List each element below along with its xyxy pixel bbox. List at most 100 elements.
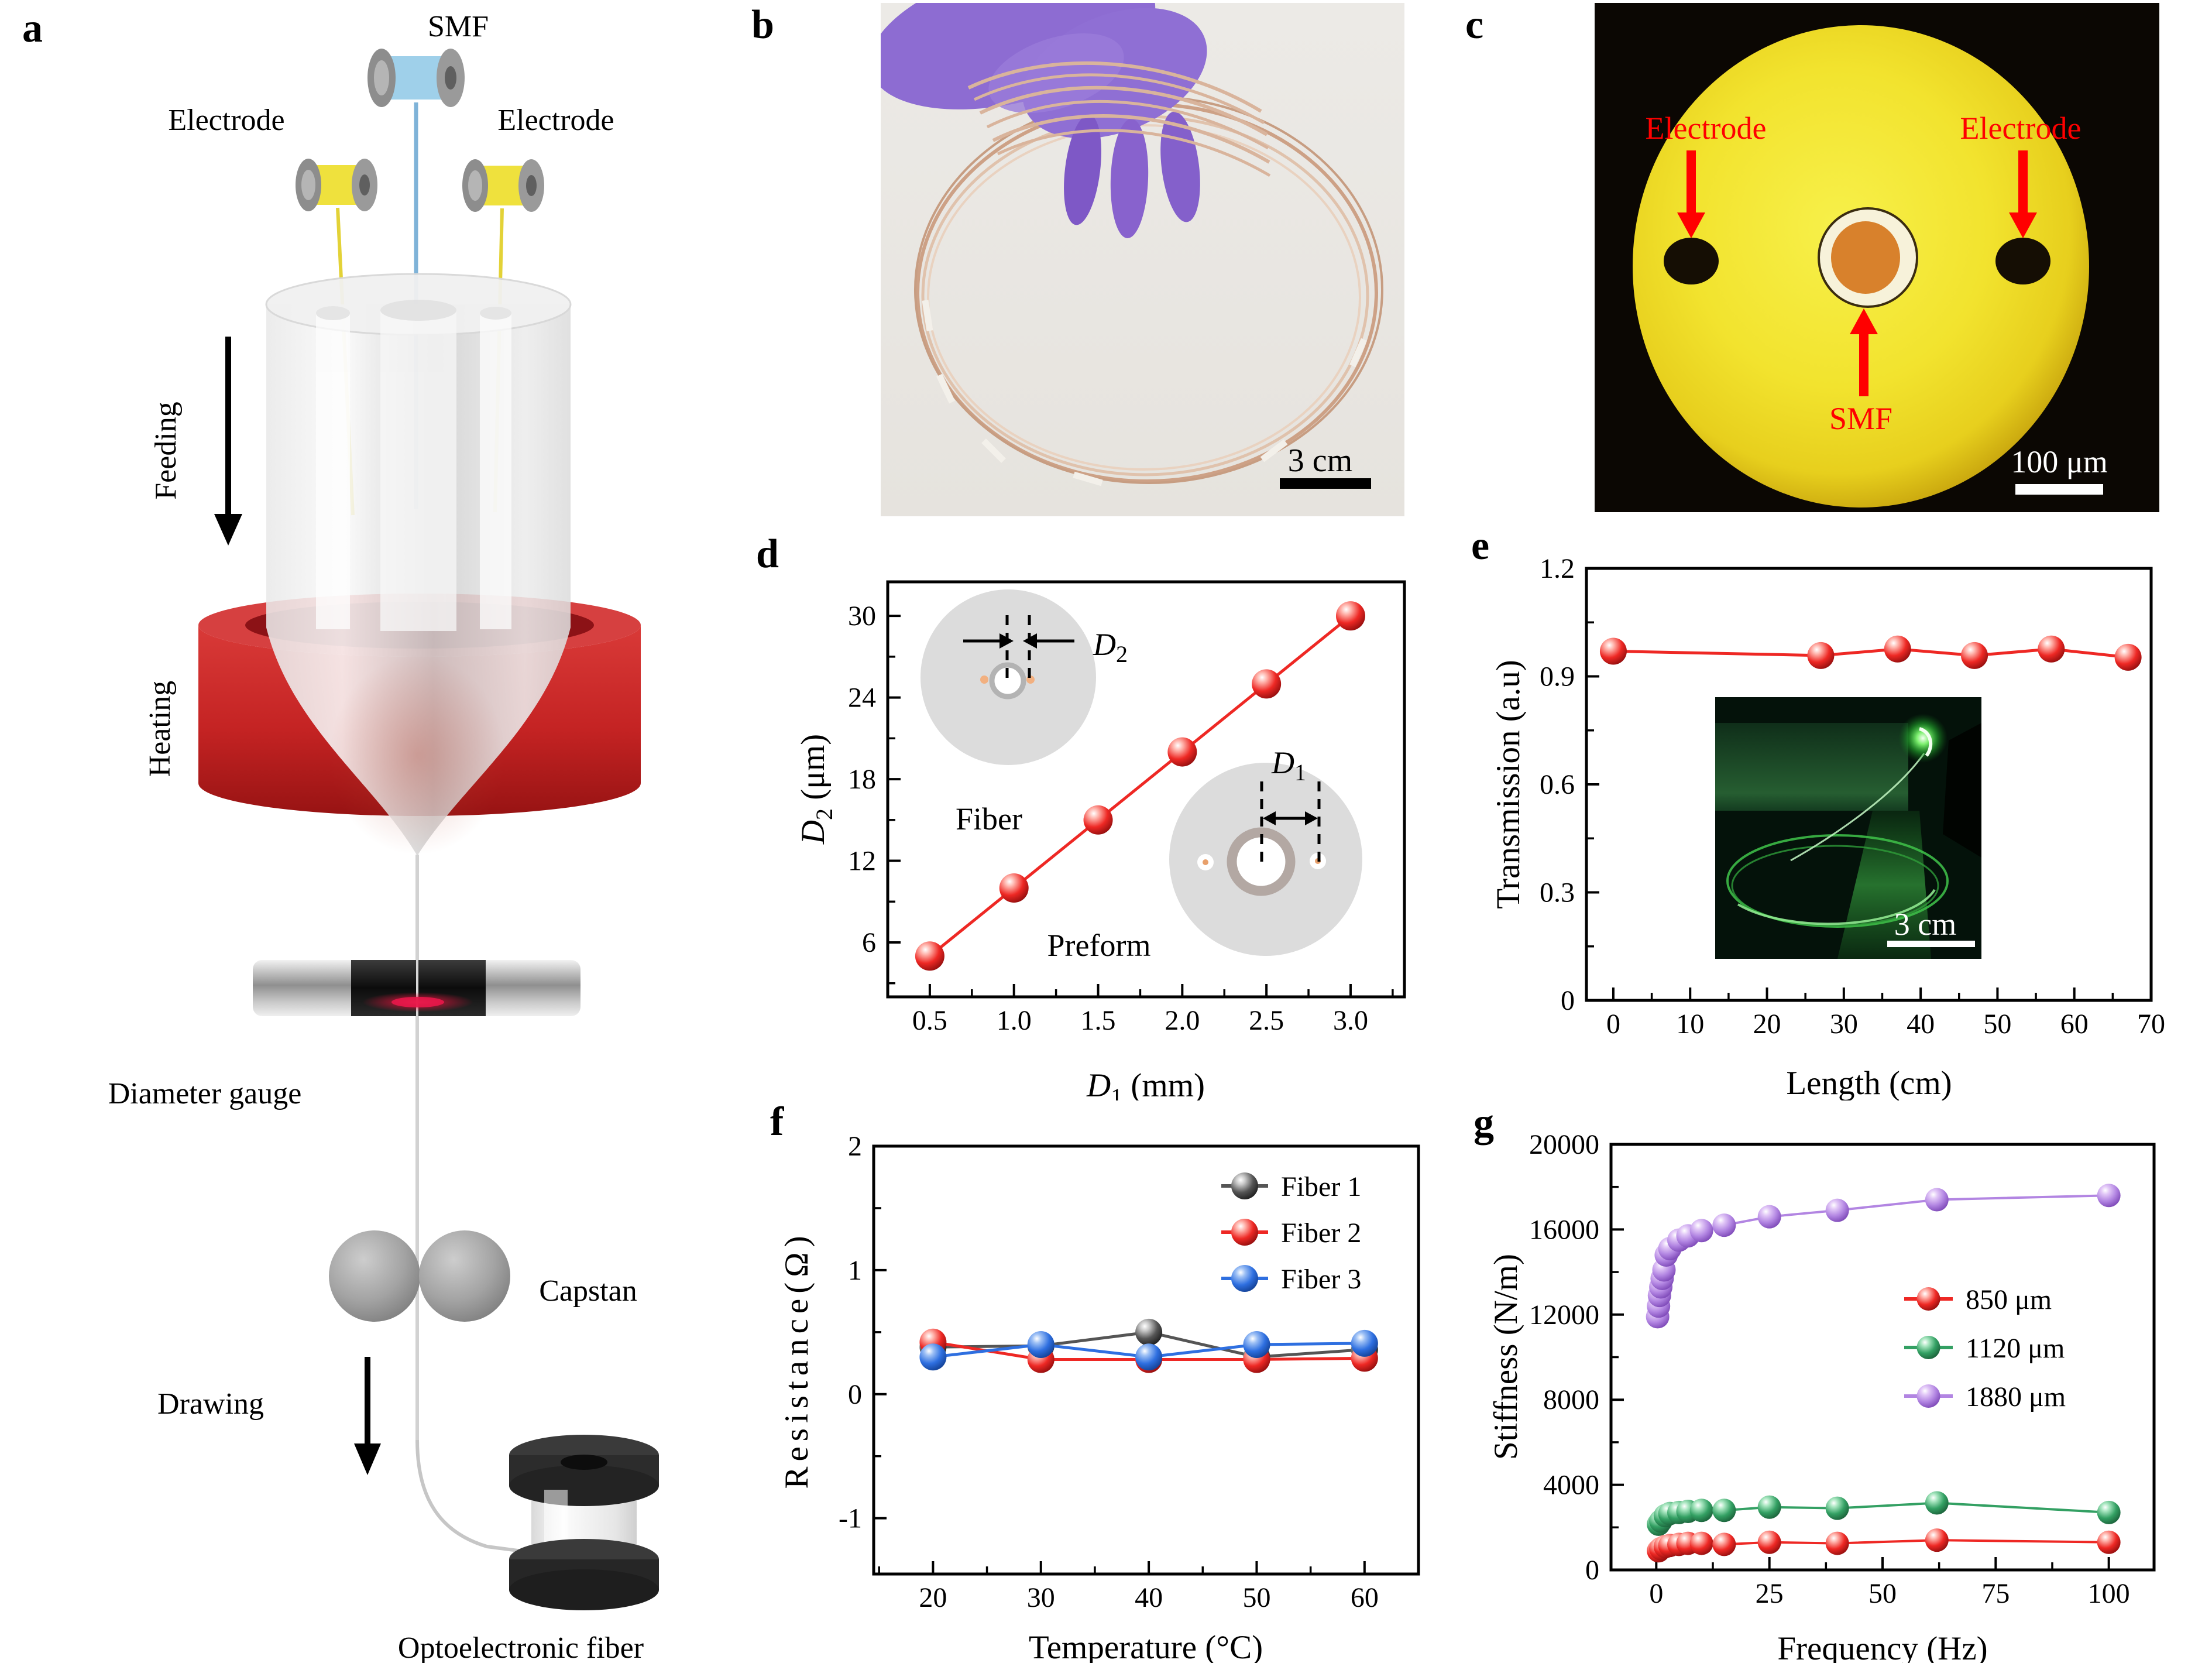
- chart-d-xtick: 1.5: [1081, 1005, 1116, 1036]
- chart-g-ytick: 20000: [1529, 1129, 1599, 1160]
- chart-g-xtick: 75: [1981, 1578, 2010, 1609]
- legend-label: 1880 μm: [1966, 1381, 2066, 1412]
- chart-f-xtick: 60: [1351, 1582, 1379, 1613]
- data-point-1120-μm: [1925, 1491, 1949, 1515]
- data-point-850-μm: [1925, 1528, 1949, 1552]
- chart-f-ytick: -1: [839, 1503, 862, 1534]
- legend-label: Fiber 1: [1281, 1171, 1361, 1202]
- legend-marker: [1916, 1336, 1940, 1359]
- capstan-label: Capstan: [539, 1274, 637, 1308]
- chart-e-ytick: 0: [1561, 985, 1575, 1016]
- preform-inset: D1 Preform: [1047, 745, 1362, 963]
- chart-f: Temperature (°C) Resistance(Ω) 20 30 40 50 6…: [778, 1131, 1420, 1663]
- electrode-hole-right: [1995, 238, 2050, 284]
- electrode-right-label: Electrode: [497, 104, 614, 137]
- data-point-1880-μm: [2097, 1184, 2121, 1208]
- data-point-Fiber-3: [1351, 1329, 1378, 1357]
- smf-label: SMF: [428, 10, 489, 43]
- laser-photo-inset: 3 cm: [1715, 697, 1981, 959]
- chart-g: Frequency (Hz) Stiffness (N/m) 0 25 50 75 10…: [1488, 1129, 2156, 1663]
- heating-label: Heating: [143, 681, 177, 777]
- data-point-850-μm: [1757, 1530, 1781, 1554]
- smf-arrow: [1850, 308, 1878, 396]
- inset-scale-bar: [1887, 941, 1975, 947]
- diameter-gauge: [253, 960, 581, 1016]
- panel-a-diagram: SMF Electrode Electrode Feeding Heating …: [108, 10, 659, 1663]
- scale-bar: [1280, 478, 1371, 489]
- coil-tape-marks: [922, 300, 1368, 486]
- data-point-Fiber-3: [1027, 1331, 1055, 1359]
- fiber-bundle-over-glove: [967, 61, 1271, 177]
- chart-g-ytick: 12000: [1529, 1299, 1599, 1331]
- chart-f-ylabel: Resistance(Ω): [778, 1230, 815, 1489]
- chart-d-xlabel: D1 (mm): [1086, 1067, 1205, 1100]
- legend-marker: [1231, 1172, 1258, 1199]
- legend-marker: [1916, 1287, 1940, 1311]
- chart-e-xtick: 0: [1606, 1009, 1620, 1040]
- panel-b-photo: 3 cm: [881, 3, 1404, 516]
- feeding-label: Feeding: [149, 402, 183, 500]
- chart-f-xtick: 30: [1027, 1582, 1055, 1613]
- electrode-arrow-right: [2009, 150, 2037, 238]
- drawing-arrow: [354, 1357, 381, 1475]
- chart-f-frame: [872, 1144, 1420, 1576]
- chart-g-ytick: 4000: [1543, 1470, 1599, 1501]
- legend-label: Fiber 2: [1281, 1218, 1361, 1249]
- chart-e-ylabel: Transmission (a.u): [1490, 660, 1527, 908]
- chart-d-xtick: 2.0: [1165, 1005, 1200, 1036]
- chart-d: D1 (mm) D2 (μm) D2 Fiber: [795, 580, 1406, 1100]
- chart-e-xtick: 70: [2137, 1009, 2165, 1040]
- data-point-1120-μm: [2097, 1500, 2121, 1524]
- chart-d-ytick: 12: [848, 846, 876, 877]
- chart-e-ytick: 1.2: [1540, 553, 1575, 584]
- chart-e-ytick: 0.6: [1540, 769, 1575, 800]
- scale-bar-label: 100 μm: [2011, 444, 2107, 479]
- chart-g-xtick: 25: [1756, 1578, 1784, 1609]
- panel-letter-c: c: [1465, 2, 1484, 47]
- panel-letter-d: d: [756, 532, 779, 577]
- data-point-Fiber-3: [919, 1343, 947, 1371]
- legend-label: 1120 μm: [1966, 1333, 2065, 1364]
- data-point-fiber-diameter-vs-preform-diameter: [1335, 601, 1365, 631]
- panel-letter-a: a: [22, 6, 43, 51]
- data-point-1120-μm: [1825, 1496, 1849, 1520]
- chart-e-xlabel: Length (cm): [1786, 1065, 1952, 1100]
- chart-g-ytick: 8000: [1543, 1384, 1599, 1415]
- legend-label: Fiber 3: [1281, 1264, 1361, 1295]
- data-point-1120-μm: [1757, 1495, 1781, 1519]
- chart-d-ytick: 30: [848, 601, 876, 632]
- series-line-fiber-diameter-vs-preform-diameter: [929, 615, 1352, 958]
- data-point-fiber-diameter-vs-preform-diameter: [1083, 805, 1113, 835]
- data-point-1880-μm: [1925, 1188, 1949, 1212]
- chart-f-xtick: 20: [919, 1582, 947, 1613]
- fiber-spool: [509, 1435, 659, 1610]
- chart-e-ytick: 0.3: [1540, 877, 1575, 908]
- chart-e-xtick: 60: [2060, 1009, 2089, 1040]
- fiber-inset: D2 Fiber: [920, 589, 1128, 836]
- electrode-right-label: Electrode: [1960, 111, 2082, 146]
- chart-e-ytick: 0.9: [1540, 661, 1575, 692]
- data-point-1120-μm: [1689, 1499, 1713, 1523]
- data-point-Fiber-3: [1243, 1331, 1270, 1359]
- legend-marker: [1916, 1384, 1940, 1408]
- data-point-transmission: [2114, 643, 2142, 671]
- data-point-fiber-diameter-vs-preform-diameter: [1252, 669, 1282, 699]
- fiber-line: [415, 855, 532, 1554]
- chart-d-ytick: 18: [848, 764, 876, 795]
- smf-spool: [367, 49, 465, 107]
- diameter-gauge-label: Diameter gauge: [108, 1077, 302, 1110]
- data-point-transmission: [1961, 642, 1988, 669]
- chart-e-xtick: 30: [1830, 1009, 1858, 1040]
- data-point-Fiber-3: [1135, 1343, 1163, 1371]
- panel-letter-f: f: [770, 1099, 784, 1144]
- scale-bar: [2015, 484, 2103, 495]
- panel-letter-g: g: [1473, 1100, 1494, 1146]
- fiber-inset-label: Fiber: [956, 801, 1022, 836]
- inset-scale-bar-label: 3 cm: [1894, 907, 1956, 942]
- preform-inset-dim-label: D1: [1271, 745, 1306, 786]
- electrode-hole-left: [1664, 238, 1719, 284]
- chart-f-xlabel: Temperature (°C): [1029, 1629, 1263, 1663]
- chart-f-ytick: 2: [848, 1131, 862, 1162]
- data-point-transmission: [1807, 642, 1835, 669]
- preform-inner-tubes: [316, 300, 511, 631]
